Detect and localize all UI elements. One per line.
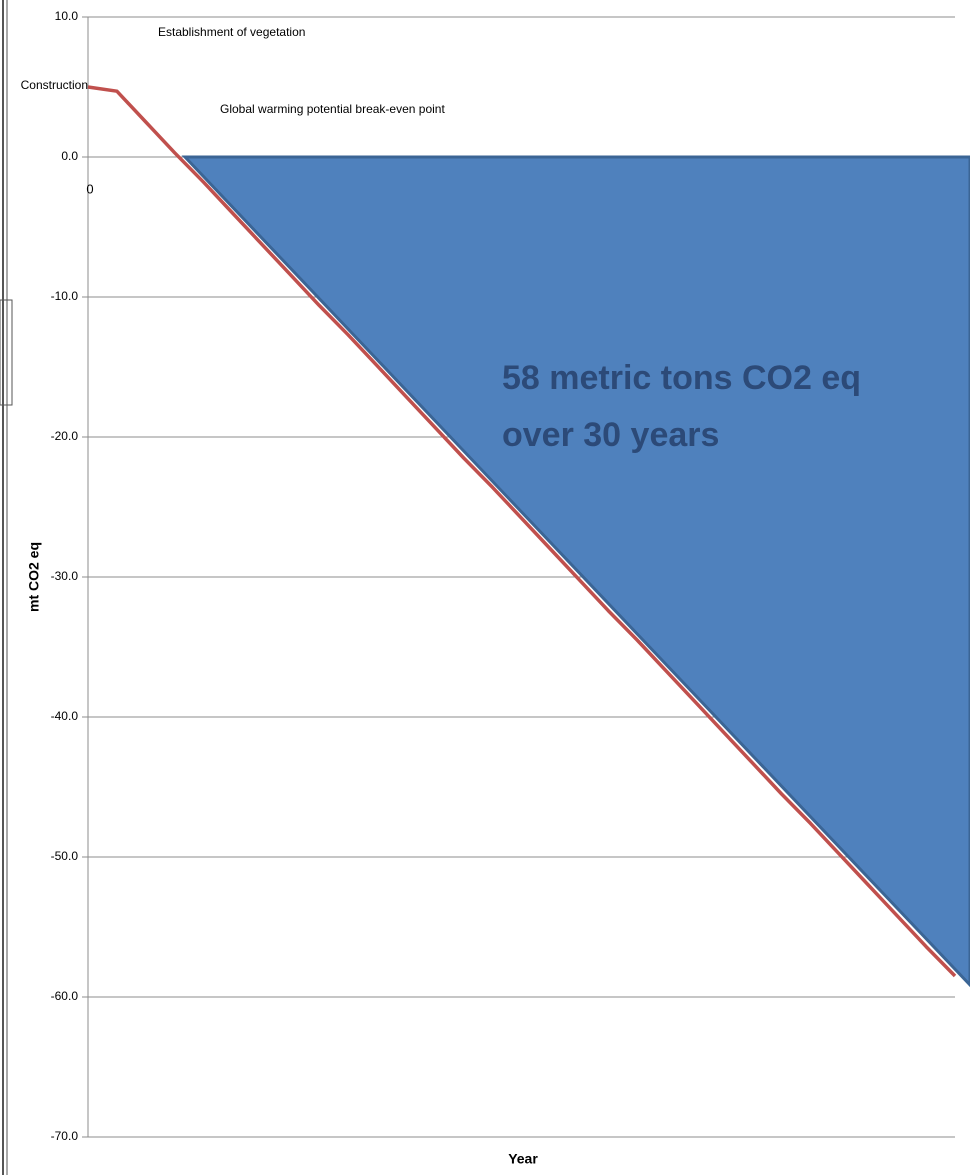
- y-tick-label: -30.0: [51, 569, 79, 583]
- y-tick-label: -40.0: [51, 709, 79, 723]
- y-tick-label: 0.0: [61, 149, 78, 163]
- y-tick-label: -10.0: [51, 289, 79, 303]
- data-line: [87, 85, 957, 978]
- annotation: Establishment of vegetation: [158, 25, 305, 39]
- y-tick-label: -60.0: [51, 989, 79, 1003]
- y-tick-label: -20.0: [51, 429, 79, 443]
- frame-box: [0, 299, 13, 406]
- labels: 10.0 0.0 -10.0 -20.0 -30.0 -40.0 -50.0 -60.0 -70…: [51, 9, 79, 1143]
- y-axis-label: mt CO2 eq: [26, 542, 42, 612]
- y-tick-label: -50.0: [51, 849, 79, 863]
- y-tick-label: 10.0: [55, 9, 79, 23]
- annotation: Global warming potential break-even poin…: [220, 102, 445, 116]
- annotation: over 30 years: [502, 416, 719, 454]
- x-axis-label: Year: [508, 1151, 538, 1167]
- annotation: 58 metric tons CO2 eq: [502, 359, 861, 397]
- annotation: Construction: [21, 78, 88, 92]
- y-tick-label: -70.0: [51, 1129, 79, 1143]
- highlight-area: [181, 155, 970, 988]
- plot: [87, 85, 957, 978]
- annotation: 0: [86, 181, 93, 196]
